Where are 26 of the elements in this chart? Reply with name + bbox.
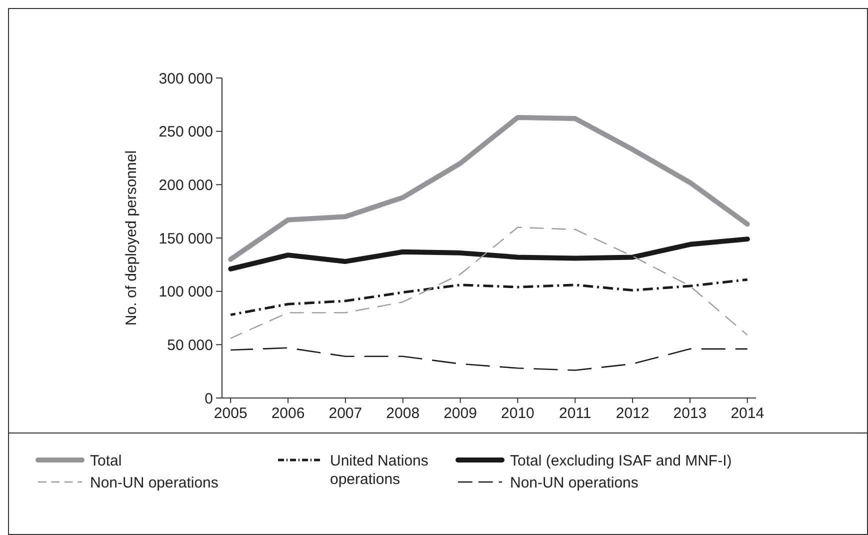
legend-label: Non-UN operations <box>90 474 218 492</box>
x-tick-label: 2005 <box>214 405 248 422</box>
x-tick-label: 2013 <box>673 405 707 422</box>
line-series <box>229 278 749 316</box>
legend-label: Total (excluding ISAF and MNF-I) <box>510 452 732 470</box>
x-tick-label: 2009 <box>444 405 477 422</box>
line-series <box>230 347 748 371</box>
line-series <box>230 226 748 339</box>
y-tick-label: 300 000 <box>158 70 213 88</box>
y-axis-title: No. of deployed personnel <box>123 150 140 326</box>
legend-label: Total <box>90 452 122 470</box>
x-tick-label: 2006 <box>271 405 305 422</box>
x-tick-label: 2008 <box>386 405 420 422</box>
y-tick-label: 250 000 <box>158 124 213 141</box>
legend-label: United Nations operations <box>330 452 428 488</box>
y-tick-label: 100 000 <box>158 284 213 301</box>
y-tick-label: 50 000 <box>167 336 213 354</box>
x-tick-label: 2007 <box>328 405 362 422</box>
x-tick-label: 2010 <box>501 405 534 422</box>
x-tick-label: 2012 <box>616 405 650 422</box>
x-tick-label: 2011 <box>558 405 592 422</box>
y-tick-label: 200 000 <box>158 176 213 194</box>
x-tick-label: 2014 <box>730 405 764 422</box>
y-tick-label: 0 <box>204 390 213 408</box>
legend-label: Non-UN operations <box>510 474 638 492</box>
y-tick-label: 150 000 <box>158 230 213 248</box>
